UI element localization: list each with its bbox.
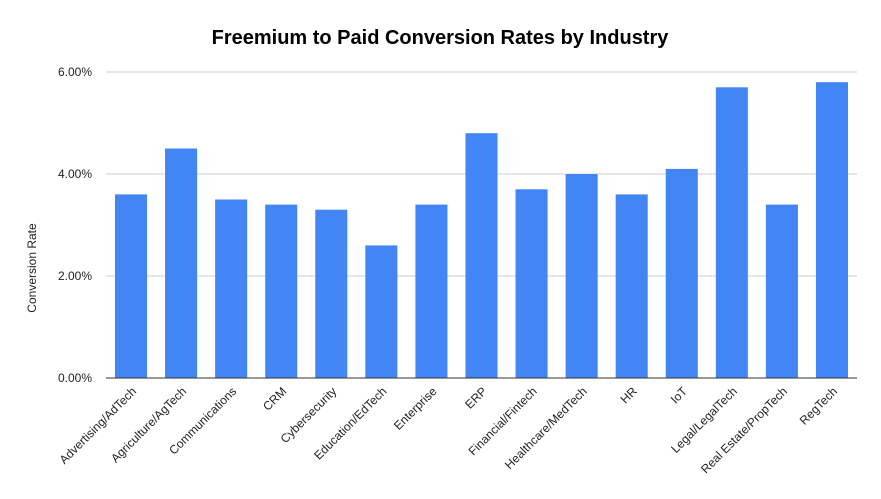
bar [365, 245, 398, 378]
x-tick-label: Enterprise [391, 384, 440, 433]
bars [115, 82, 848, 379]
x-tick-label: RegTech [797, 384, 840, 427]
x-axis-ticks: Advertising/AdTechAgriculture/AgTechComm… [57, 384, 840, 476]
bar [415, 204, 448, 378]
y-tick-label: 0.00% [58, 371, 92, 385]
y-tick-label: 4.00% [58, 167, 92, 181]
bar [565, 174, 598, 378]
y-axis-label: Conversion Rate [25, 223, 39, 313]
bar [615, 194, 648, 378]
bar [265, 204, 298, 378]
bar [715, 87, 748, 379]
bar [315, 209, 348, 378]
y-axis-ticks: 0.00% 2.00% 4.00% 6.00% [58, 65, 92, 385]
bar [165, 148, 198, 378]
x-tick-label: IoT [668, 384, 691, 407]
bar [665, 168, 698, 378]
x-tick-label: Healthcare/MedTech [502, 384, 590, 472]
x-tick-label: CRM [260, 384, 289, 413]
bar [215, 199, 248, 378]
bar [815, 82, 848, 378]
chart-title: Freemium to Paid Conversion Rates by Ind… [212, 27, 670, 49]
x-tick-label: HR [618, 384, 640, 406]
x-tick-label: Real Estate/PropTech [698, 384, 790, 476]
bar [515, 189, 548, 378]
x-tick-label: ERP [462, 384, 489, 411]
y-tick-label: 6.00% [58, 65, 92, 79]
y-tick-label: 2.00% [58, 269, 92, 283]
bar [115, 194, 148, 378]
bar [465, 133, 498, 378]
bar [765, 204, 798, 378]
